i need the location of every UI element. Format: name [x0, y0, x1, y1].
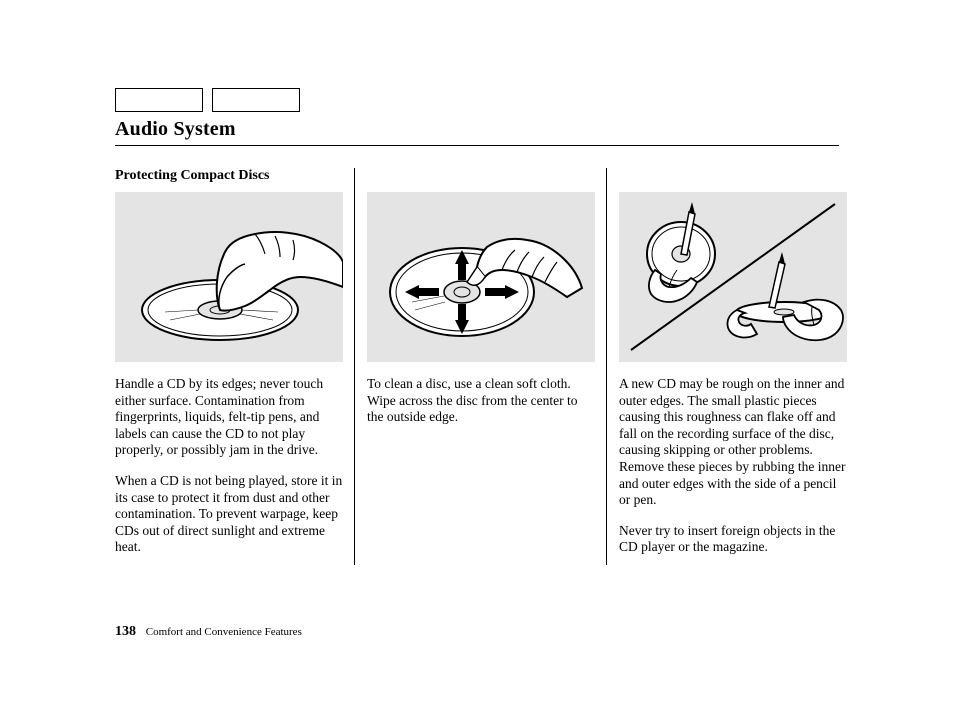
col3-para2: Never try to insert foreign objects in t…: [619, 523, 847, 556]
col1-para1: Handle a CD by its edges; never touch ei…: [115, 376, 343, 459]
page-number: 138: [115, 624, 136, 639]
column-1: Protecting Compact Discs: [115, 168, 355, 570]
col3-para1: A new CD may be rough on the inner and o…: [619, 376, 847, 509]
column-2: To clean a disc, use a clean soft cloth.…: [355, 168, 607, 570]
content-columns: Protecting Compact Discs: [115, 168, 839, 570]
col1-para2: When a CD is not being played, store it …: [115, 473, 343, 556]
page-footer: 138 Comfort and Convenience Features: [115, 624, 302, 640]
column-3: A new CD may be rough on the inner and o…: [607, 168, 847, 570]
header-box-1: [115, 88, 203, 112]
page-title: Audio System: [115, 118, 839, 141]
subheading: Protecting Compact Discs: [115, 168, 343, 184]
illustration-cd-handle: [115, 192, 343, 362]
header-box-2: [212, 88, 300, 112]
col2-spacer: [367, 168, 595, 192]
footer-section-label: Comfort and Convenience Features: [146, 626, 302, 638]
illustration-cd-clean: [367, 192, 595, 362]
col3-spacer: [619, 168, 847, 192]
illustration-cd-pencil: [619, 192, 847, 362]
col2-para1: To clean a disc, use a clean soft cloth.…: [367, 376, 595, 426]
title-rule: [115, 145, 839, 146]
header-link-boxes: [115, 88, 839, 112]
